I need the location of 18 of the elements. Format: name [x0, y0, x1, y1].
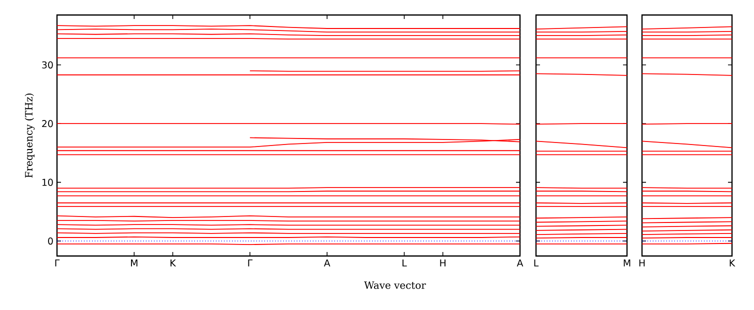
y-axis-title: Frequency (THz): [24, 94, 35, 178]
x-tick-label: H: [440, 260, 446, 266]
x-tick-label: M: [624, 260, 630, 266]
x-tick-label: M: [131, 260, 138, 266]
x-tick-label: Γ: [248, 260, 252, 266]
x-tick-label: K: [170, 260, 176, 266]
y-tick-label: 30: [42, 61, 53, 68]
y-tick-label: 0: [48, 237, 53, 245]
x-tick-label: A: [324, 260, 330, 266]
y-tick-label: 10: [42, 178, 53, 186]
x-axis-title: Wave vector: [364, 282, 426, 289]
x-tick-label: K: [730, 260, 736, 266]
x-tick-label: L: [402, 260, 407, 266]
x-tick-label: Γ: [55, 260, 60, 266]
x-tick-label: A: [516, 260, 524, 266]
x-tick-label: H: [639, 260, 645, 266]
x-tick-label: L: [534, 260, 539, 266]
y-tick-label: 20: [42, 120, 53, 128]
